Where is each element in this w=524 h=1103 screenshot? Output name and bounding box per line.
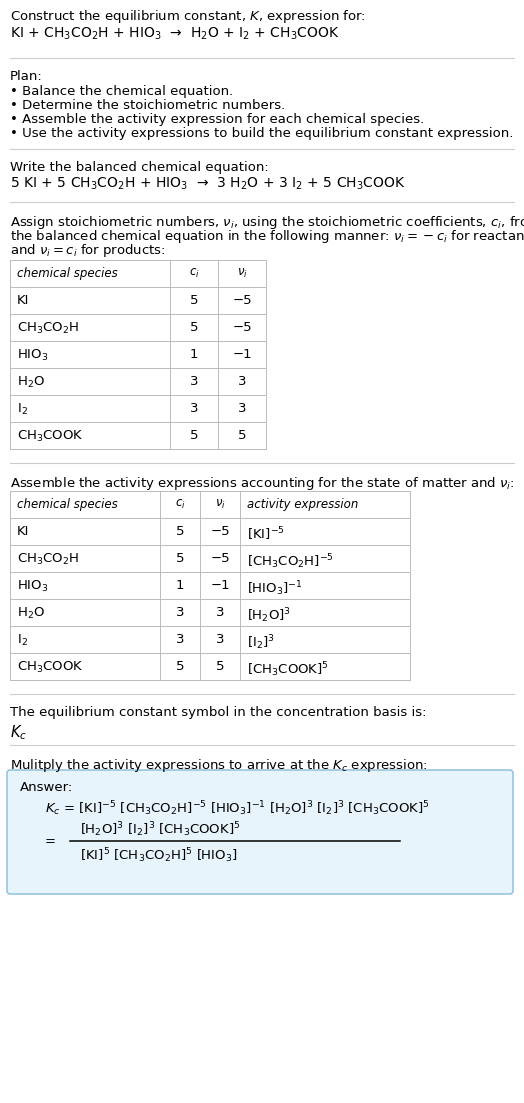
- Text: 5: 5: [176, 552, 184, 565]
- Text: 3: 3: [216, 633, 224, 646]
- Text: $\nu_i$: $\nu_i$: [215, 497, 225, 511]
- Text: CH$_3$CO$_2$H: CH$_3$CO$_2$H: [17, 321, 79, 336]
- Text: CH$_3$CO$_2$H: CH$_3$CO$_2$H: [17, 552, 79, 567]
- Text: 5: 5: [190, 295, 198, 307]
- Text: 3: 3: [238, 401, 246, 415]
- Text: [H$_2$O]$^3$ [I$_2$]$^3$ [CH$_3$COOK]$^5$: [H$_2$O]$^3$ [I$_2$]$^3$ [CH$_3$COOK]$^5…: [80, 820, 241, 838]
- Text: activity expression: activity expression: [247, 497, 358, 511]
- Text: H$_2$O: H$_2$O: [17, 606, 45, 621]
- Text: =: =: [45, 835, 56, 848]
- Text: 5: 5: [238, 429, 246, 442]
- Text: [KI]$^{-5}$: [KI]$^{-5}$: [247, 525, 285, 543]
- Text: HIO$_3$: HIO$_3$: [17, 579, 49, 595]
- Text: The equilibrium constant symbol in the concentration basis is:: The equilibrium constant symbol in the c…: [10, 706, 427, 719]
- Text: Assemble the activity expressions accounting for the state of matter and $\nu_i$: Assemble the activity expressions accoun…: [10, 475, 515, 492]
- Text: CH$_3$COOK: CH$_3$COOK: [17, 660, 83, 675]
- Text: −5: −5: [210, 552, 230, 565]
- Text: $\nu_i$: $\nu_i$: [237, 267, 247, 280]
- Text: [HIO$_3$]$^{-1}$: [HIO$_3$]$^{-1}$: [247, 579, 302, 598]
- Text: KI: KI: [17, 295, 29, 307]
- Text: Plan:: Plan:: [10, 69, 43, 83]
- Text: [H$_2$O]$^3$: [H$_2$O]$^3$: [247, 606, 291, 624]
- Text: [KI]$^5$ [CH$_3$CO$_2$H]$^5$ [HIO$_3$]: [KI]$^5$ [CH$_3$CO$_2$H]$^5$ [HIO$_3$]: [80, 846, 238, 865]
- Text: $c_i$: $c_i$: [174, 497, 185, 511]
- Text: 5: 5: [216, 660, 224, 673]
- Text: KI: KI: [17, 525, 29, 538]
- Text: • Determine the stoichiometric numbers.: • Determine the stoichiometric numbers.: [10, 99, 285, 113]
- Text: 3: 3: [176, 633, 184, 646]
- Text: Write the balanced chemical equation:: Write the balanced chemical equation:: [10, 161, 269, 174]
- Text: HIO$_3$: HIO$_3$: [17, 349, 49, 363]
- Text: [CH$_3$COOK]$^5$: [CH$_3$COOK]$^5$: [247, 660, 329, 678]
- Text: 3: 3: [216, 606, 224, 619]
- Text: 5: 5: [190, 429, 198, 442]
- Text: [I$_2$]$^3$: [I$_2$]$^3$: [247, 633, 275, 652]
- Text: −5: −5: [210, 525, 230, 538]
- Text: $K_c$ = [KI]$^{-5}$ [CH$_3$CO$_2$H]$^{-5}$ [HIO$_3$]$^{-1}$ [H$_2$O]$^3$ [I$_2$]: $K_c$ = [KI]$^{-5}$ [CH$_3$CO$_2$H]$^{-5…: [45, 799, 430, 817]
- Text: Construct the equilibrium constant, $K$, expression for:: Construct the equilibrium constant, $K$,…: [10, 8, 366, 25]
- Text: −5: −5: [232, 321, 252, 334]
- Text: the balanced chemical equation in the following manner: $\nu_i = -c_i$ for react: the balanced chemical equation in the fo…: [10, 228, 524, 245]
- Text: $c_i$: $c_i$: [189, 267, 199, 280]
- Text: Mulitply the activity expressions to arrive at the $K_c$ expression:: Mulitply the activity expressions to arr…: [10, 757, 428, 774]
- Text: $K_c$: $K_c$: [10, 722, 27, 741]
- Text: I$_2$: I$_2$: [17, 401, 28, 417]
- Text: CH$_3$COOK: CH$_3$COOK: [17, 429, 83, 445]
- Text: −1: −1: [210, 579, 230, 592]
- Text: 5: 5: [176, 525, 184, 538]
- Text: 5 KI + 5 CH$_3$CO$_2$H + HIO$_3$  →  3 H$_2$O + 3 I$_2$ + 5 CH$_3$COOK: 5 KI + 5 CH$_3$CO$_2$H + HIO$_3$ → 3 H$_…: [10, 176, 406, 192]
- Text: 1: 1: [190, 349, 198, 361]
- Text: 5: 5: [176, 660, 184, 673]
- Text: 3: 3: [190, 375, 198, 388]
- Text: 3: 3: [238, 375, 246, 388]
- Text: 1: 1: [176, 579, 184, 592]
- Text: chemical species: chemical species: [17, 497, 118, 511]
- Text: [CH$_3$CO$_2$H]$^{-5}$: [CH$_3$CO$_2$H]$^{-5}$: [247, 552, 334, 570]
- Text: Answer:: Answer:: [20, 781, 73, 794]
- Text: −5: −5: [232, 295, 252, 307]
- Text: 3: 3: [176, 606, 184, 619]
- Text: 5: 5: [190, 321, 198, 334]
- FancyBboxPatch shape: [7, 770, 513, 895]
- Text: • Assemble the activity expression for each chemical species.: • Assemble the activity expression for e…: [10, 113, 424, 126]
- Text: 3: 3: [190, 401, 198, 415]
- Text: Assign stoichiometric numbers, $\nu_i$, using the stoichiometric coefficients, $: Assign stoichiometric numbers, $\nu_i$, …: [10, 214, 524, 231]
- Text: • Use the activity expressions to build the equilibrium constant expression.: • Use the activity expressions to build …: [10, 127, 514, 140]
- Text: −1: −1: [232, 349, 252, 361]
- Text: I$_2$: I$_2$: [17, 633, 28, 649]
- Text: • Balance the chemical equation.: • Balance the chemical equation.: [10, 85, 233, 98]
- Text: and $\nu_i = c_i$ for products:: and $\nu_i = c_i$ for products:: [10, 242, 166, 259]
- Text: KI + CH$_3$CO$_2$H + HIO$_3$  →  H$_2$O + I$_2$ + CH$_3$COOK: KI + CH$_3$CO$_2$H + HIO$_3$ → H$_2$O + …: [10, 26, 340, 42]
- Text: H$_2$O: H$_2$O: [17, 375, 45, 390]
- Text: chemical species: chemical species: [17, 267, 118, 280]
